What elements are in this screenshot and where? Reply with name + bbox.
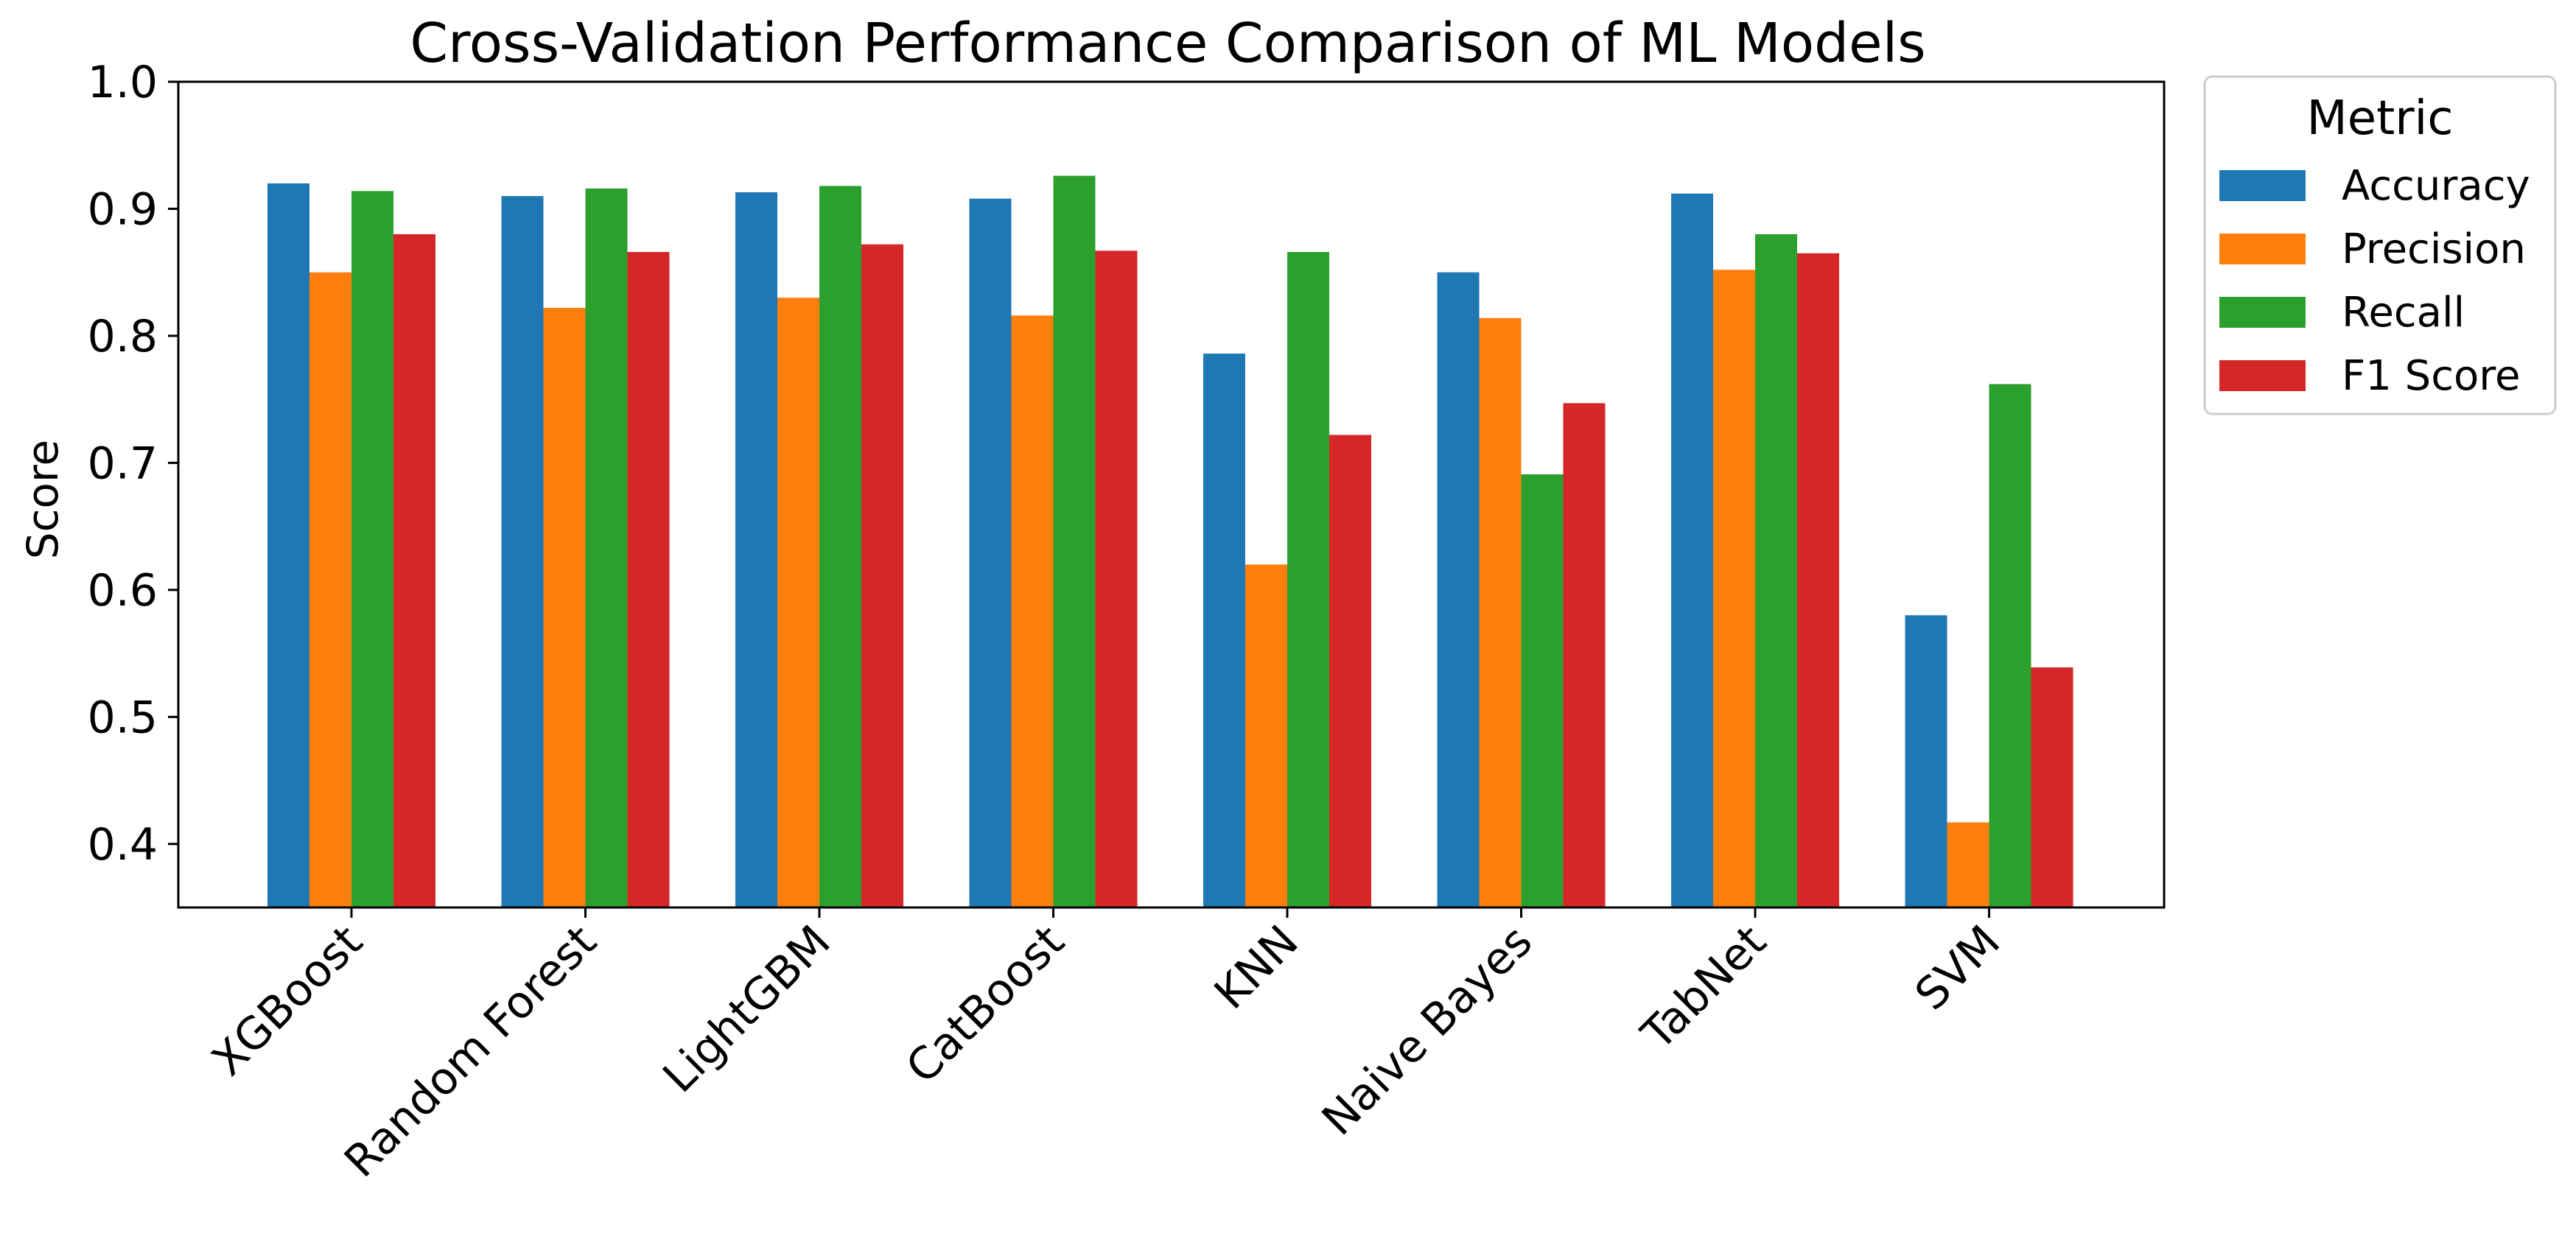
x-tick-label: Naive Bayes — [1312, 916, 1542, 1145]
bar-recall-knn — [1287, 252, 1329, 908]
legend: Metric Accuracy Precision Recall F1 Score — [2203, 75, 2557, 415]
bar-accuracy-catboost — [969, 198, 1012, 907]
bar-f1-score-naive-bayes — [1563, 403, 1606, 907]
bar-accuracy-tabnet — [1671, 193, 1713, 907]
bars-layer — [267, 175, 2073, 908]
bar-precision-xgboost — [309, 272, 351, 907]
x-tick-label: CatBoost — [897, 916, 1075, 1094]
bar-recall-lightgbm — [819, 186, 861, 908]
y-tick-label: 1.0 — [88, 57, 158, 108]
legend-swatch-f1-score — [2219, 360, 2306, 391]
legend-label-f1-score: F1 Score — [2342, 352, 2520, 400]
x-tick-label: SVM — [1905, 916, 2010, 1020]
x-tick-label: Random Forest — [335, 916, 606, 1187]
bar-recall-svm — [1989, 384, 2031, 907]
bar-recall-catboost — [1053, 175, 1096, 907]
x-tick-label: XGBoost — [202, 916, 372, 1086]
bar-precision-lightgbm — [777, 298, 819, 907]
bar-f1-score-catboost — [1095, 250, 1138, 907]
bar-precision-naive-bayes — [1479, 317, 1522, 907]
bar-recall-tabnet — [1755, 234, 1797, 907]
bar-accuracy-naive-bayes — [1437, 272, 1480, 907]
legend-swatch-accuracy — [2219, 170, 2306, 201]
bar-accuracy-knn — [1203, 354, 1245, 907]
x-tick-label: TabNet — [1631, 916, 1777, 1061]
y-axis-label: Score — [18, 440, 68, 559]
bar-precision-knn — [1245, 564, 1287, 907]
y-tick-label: 0.5 — [88, 692, 158, 743]
bar-recall-random-forest — [585, 188, 628, 907]
bar-recall-xgboost — [351, 191, 393, 907]
y-tick-label: 0.9 — [88, 183, 158, 235]
x-tick-label: LightGBM — [654, 916, 841, 1103]
legend-swatch-recall — [2219, 297, 2306, 328]
legend-label-accuracy: Accuracy — [2342, 162, 2530, 210]
legend-swatch-precision — [2219, 234, 2306, 264]
bar-recall-naive-bayes — [1521, 474, 1564, 907]
bar-accuracy-svm — [1905, 615, 1947, 907]
legend-title: Metric — [2307, 91, 2454, 146]
chart-title: Cross-Validation Performance Comparison … — [410, 12, 1925, 75]
legend-label-recall: Recall — [2342, 289, 2465, 337]
legend-box — [2203, 75, 2557, 415]
bar-f1-score-knn — [1329, 435, 1371, 907]
bar-precision-random-forest — [543, 307, 586, 908]
y-tick-label: 0.8 — [88, 311, 158, 362]
bar-f1-score-random-forest — [627, 252, 670, 908]
bar-accuracy-xgboost — [267, 183, 309, 908]
bar-accuracy-random-forest — [501, 196, 544, 908]
y-tick-label: 0.6 — [88, 565, 158, 617]
bar-f1-score-xgboost — [393, 234, 435, 907]
bar-f1-score-svm — [2031, 667, 2073, 907]
plot-frame — [177, 80, 2166, 909]
bar-f1-score-lightgbm — [861, 244, 903, 907]
x-tick-label: KNN — [1205, 916, 1309, 1019]
bar-precision-svm — [1947, 822, 1989, 907]
y-tick-label: 0.7 — [88, 438, 158, 489]
bar-precision-catboost — [1011, 315, 1054, 908]
bar-f1-score-tabnet — [1797, 253, 1839, 907]
bar-accuracy-lightgbm — [735, 192, 777, 907]
legend-label-precision: Precision — [2342, 225, 2526, 273]
y-tick-label: 0.4 — [88, 819, 158, 871]
bar-precision-tabnet — [1713, 270, 1755, 907]
